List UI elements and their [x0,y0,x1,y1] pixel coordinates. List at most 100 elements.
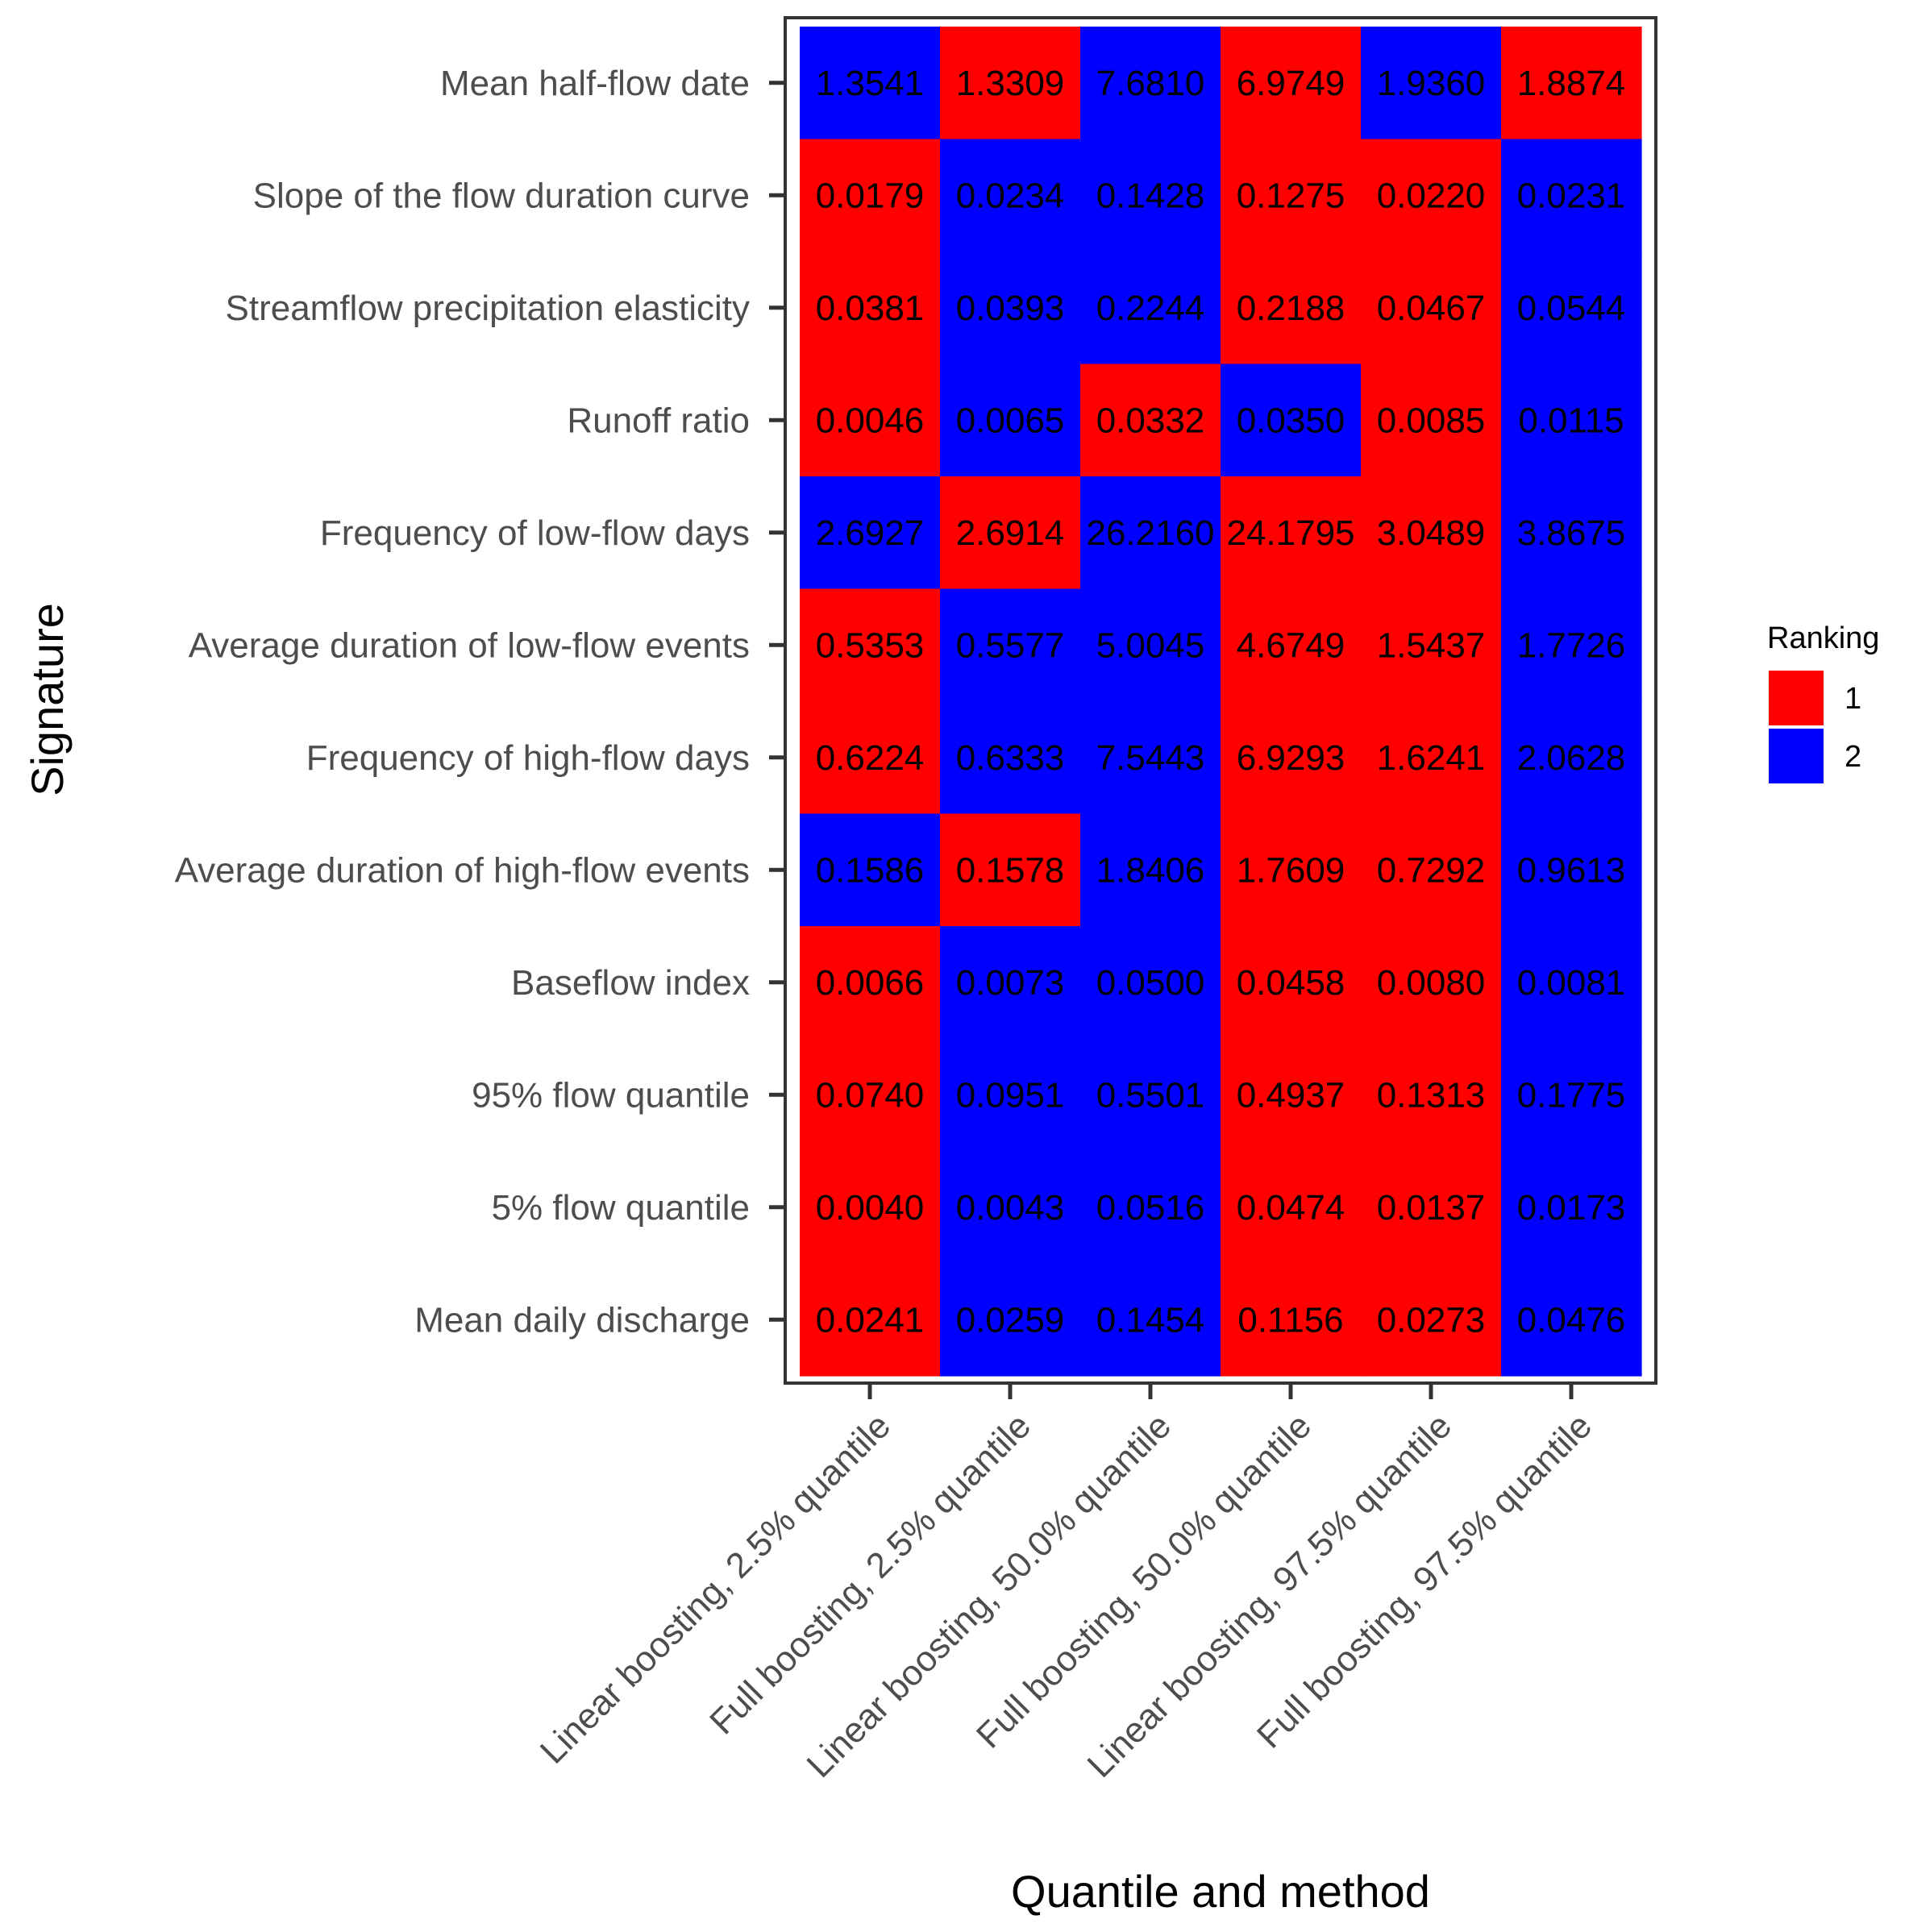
cell-value-label: 1.3309 [956,64,1065,103]
cell-value-label: 0.0458 [1237,963,1345,1003]
y-tick-label-average-duration-of-high-flow-events: Average duration of high-flow events [175,850,750,890]
heatmap-cell-5pct-flow-quantile-col-2 [940,1151,1081,1265]
cell-value-label: 0.0080 [1377,963,1486,1003]
cell-value-label: 0.1275 [1237,176,1345,215]
heatmap-cell-5pct-flow-quantile-col-6 [1501,1151,1642,1265]
cell-value-label: 26.2160 [1086,513,1214,553]
heatmap-cell-streamflow-precipitation-elasticity-col-1 [800,251,941,365]
cell-value-label: 3.8675 [1517,513,1626,553]
legend-key-1 [1769,671,1824,725]
cell-value-label: 0.4937 [1237,1075,1345,1115]
heatmap-cell-labels: 1.3541 1.3309 7.6810 6.9749 1.9360 1.8874 0.01… [816,64,1626,1340]
cell-value-label: 0.0500 [1096,963,1205,1003]
heatmap-cell-average-duration-of-low-flow-events-col-1 [800,588,941,702]
cell-value-label: 0.0350 [1237,401,1345,440]
heatmap-cell-streamflow-precipitation-elasticity-col-5 [1361,251,1502,365]
cell-value-label: 6.9749 [1237,64,1345,103]
cell-value-label: 1.8874 [1517,64,1626,103]
y-tick-label-5pct-flow-quantile: 5% flow quantile [492,1188,750,1228]
y-tick-label-frequency-of-low-flow-days: Frequency of low-flow days [320,513,750,553]
cell-value-label: 0.0393 [956,289,1065,328]
heatmap-cell-5pct-flow-quantile-col-4 [1221,1151,1362,1265]
cell-value-label: 0.0381 [816,289,925,328]
legend-label-2: 2 [1845,740,1861,774]
cell-value-label: 7.6810 [1096,64,1205,103]
cell-value-label: 1.3541 [816,64,925,103]
heatmap-cell-frequency-of-low-flow-days-col-6 [1501,476,1642,590]
heatmap-cell-mean-half-flow-date-col-1 [800,27,941,140]
x-axis-title: Quantile and method [1011,1866,1430,1917]
cell-value-label: 1.5437 [1377,625,1486,665]
heatmap-cell-average-duration-of-high-flow-events-col-6 [1501,813,1642,927]
y-tick-label-mean-daily-discharge: Mean daily discharge [414,1300,750,1340]
cell-value-label: 0.2188 [1237,289,1345,328]
cell-value-label: 0.0951 [956,1075,1065,1115]
legend-label-1: 1 [1845,682,1861,716]
heatmap-cell-mean-half-flow-date-col-6 [1501,27,1642,140]
heatmap-cell-baseflow-index-col-3 [1080,926,1221,1040]
heatmap-cell-frequency-of-high-flow-days-col-2 [940,701,1081,815]
cell-value-label: 0.1454 [1096,1300,1205,1340]
cell-value-label: 0.0516 [1096,1188,1205,1228]
y-tick-label-baseflow-index: Baseflow index [511,963,750,1003]
heatmap-cell-mean-daily-discharge-col-1 [800,1263,941,1377]
heatmap-cell-frequency-of-low-flow-days-col-1 [800,476,941,590]
heatmap-cell-95pct-flow-quantile-col-4 [1221,1038,1362,1152]
cell-value-label: 7.5443 [1096,738,1205,778]
heatmap-cell-95pct-flow-quantile-col-5 [1361,1038,1502,1152]
cell-value-label: 0.0173 [1517,1188,1626,1228]
cell-value-label: 0.5577 [956,625,1065,665]
heatmap-cell-average-duration-of-low-flow-events-col-4 [1221,588,1362,702]
heatmap-cell-streamflow-precipitation-elasticity-col-4 [1221,251,1362,365]
heatmap-cell-mean-daily-discharge-col-4 [1221,1263,1362,1377]
cell-value-label: 0.0046 [816,401,925,440]
heatmap-cell-baseflow-index-col-1 [800,926,941,1040]
heatmap-cell-average-duration-of-low-flow-events-col-2 [940,588,1081,702]
cell-value-label: 24.1795 [1226,513,1354,553]
cell-value-label: 1.6241 [1377,738,1486,778]
heatmap-cell-mean-half-flow-date-col-2 [940,27,1081,140]
heatmap-cell-slope-of-the-flow-duration-curve-col-1 [800,139,941,252]
cell-value-label: 0.0544 [1517,289,1626,328]
heatmap-cell-frequency-of-high-flow-days-col-4 [1221,701,1362,815]
cell-value-label: 0.0043 [956,1188,1065,1228]
heatmap-cell-slope-of-the-flow-duration-curve-col-3 [1080,139,1221,252]
heatmap-cell-mean-half-flow-date-col-3 [1080,27,1221,140]
cell-value-label: 1.9360 [1377,64,1486,103]
heatmap-cell-frequency-of-high-flow-days-col-3 [1080,701,1221,815]
cell-value-label: 0.0231 [1517,176,1626,215]
heatmap-cell-mean-daily-discharge-col-2 [940,1263,1081,1377]
cell-value-label: 5.0045 [1096,625,1205,665]
cell-value-label: 0.1428 [1096,176,1205,215]
heatmap-cell-frequency-of-high-flow-days-col-1 [800,701,941,815]
heatmap-cell-frequency-of-low-flow-days-col-3 [1080,476,1221,590]
heatmap-cell-runoff-ratio-col-5 [1361,364,1502,477]
cell-value-label: 0.0234 [956,176,1065,215]
heatmap-cell-average-duration-of-high-flow-events-col-2 [940,813,1081,927]
heatmap-cell-runoff-ratio-col-3 [1080,364,1221,477]
heatmap-cell-slope-of-the-flow-duration-curve-col-6 [1501,139,1642,252]
cell-value-label: 0.0740 [816,1075,925,1115]
heatmap-cell-95pct-flow-quantile-col-3 [1080,1038,1221,1152]
cell-value-label: 6.9293 [1237,738,1345,778]
heatmap-cell-95pct-flow-quantile-col-1 [800,1038,941,1152]
cell-value-label: 0.1775 [1517,1075,1626,1115]
cell-value-label: 0.5501 [1096,1075,1205,1115]
cell-value-label: 0.0476 [1517,1300,1626,1340]
heatmap-cell-runoff-ratio-col-2 [940,364,1081,477]
cell-value-label: 0.0085 [1377,401,1486,440]
heatmap-cell-5pct-flow-quantile-col-1 [800,1151,941,1265]
heatmap-cell-runoff-ratio-col-4 [1221,364,1362,477]
heatmap-cell-slope-of-the-flow-duration-curve-col-5 [1361,139,1502,252]
heatmap-cell-streamflow-precipitation-elasticity-col-6 [1501,251,1642,365]
cell-value-label: 0.0332 [1096,401,1205,440]
heatmap-cell-slope-of-the-flow-duration-curve-col-2 [940,139,1081,252]
heatmap-cell-average-duration-of-high-flow-events-col-4 [1221,813,1362,927]
heatmap-cell-mean-half-flow-date-col-5 [1361,27,1502,140]
heatmap-cell-average-duration-of-high-flow-events-col-1 [800,813,941,927]
cell-value-label: 0.5353 [816,625,925,665]
cell-value-label: 0.1586 [816,850,925,890]
panel-border [784,16,1657,1385]
